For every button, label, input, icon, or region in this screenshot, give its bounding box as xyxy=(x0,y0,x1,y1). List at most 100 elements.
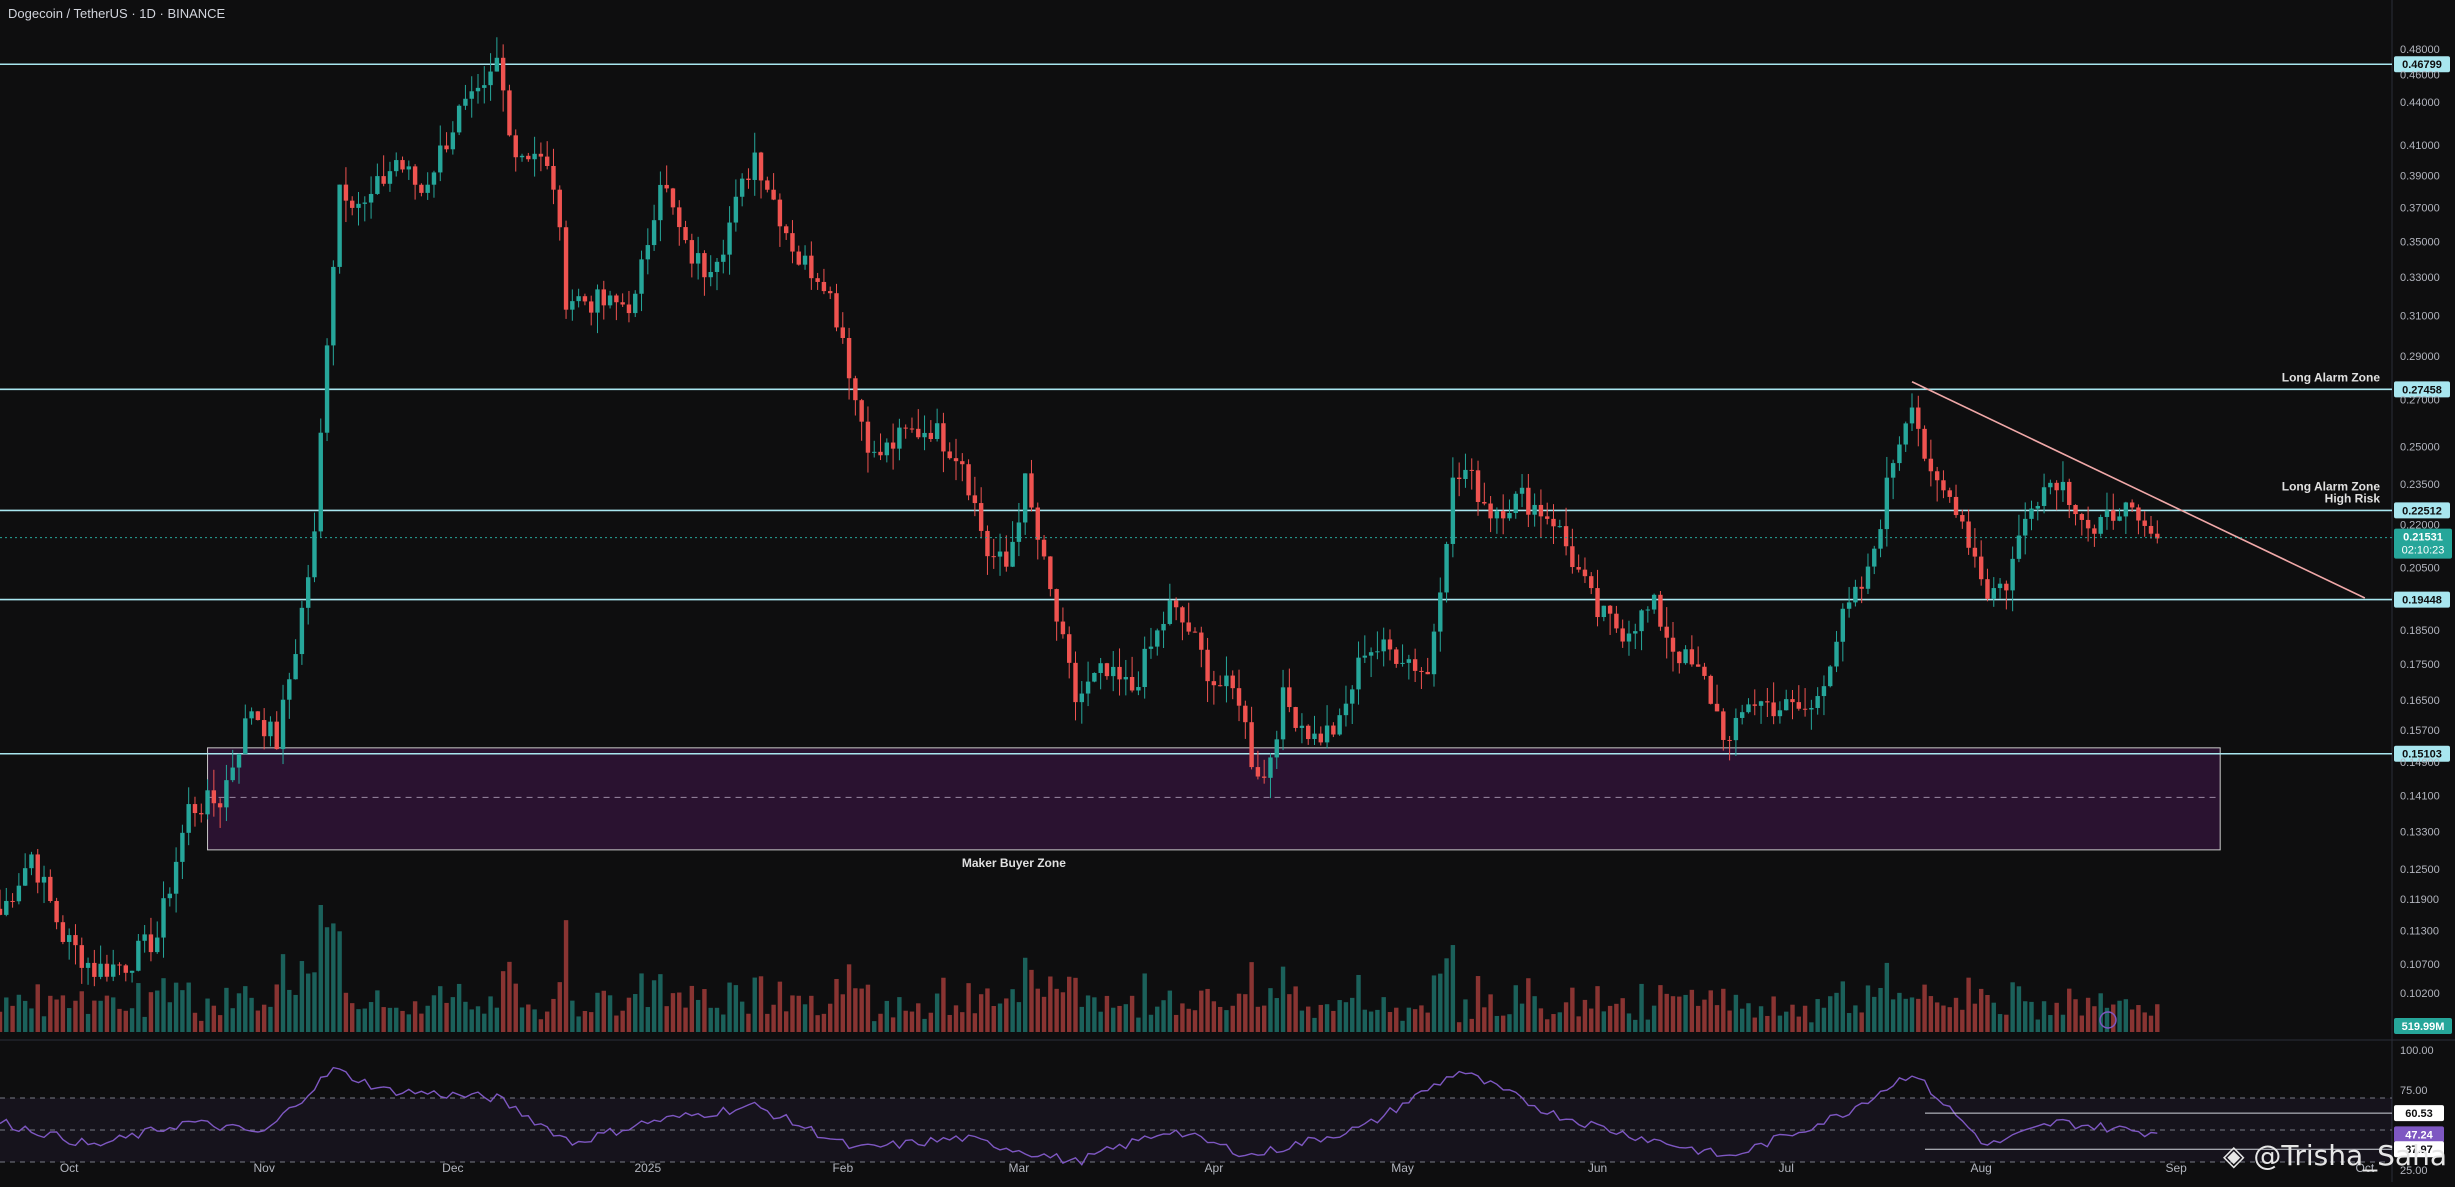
time-axis-tick: Dec xyxy=(442,1161,463,1175)
volume-bar xyxy=(92,1000,97,1032)
volume-bar xyxy=(1664,993,1669,1032)
candle-body xyxy=(1048,556,1053,590)
volume-bar xyxy=(1085,995,1091,1032)
volume-bar xyxy=(2073,999,2078,1032)
candle-body xyxy=(1677,651,1682,664)
volume-bar xyxy=(224,987,229,1032)
candle-body xyxy=(821,281,827,292)
candle-body xyxy=(1532,504,1537,515)
volume-bar xyxy=(1224,1010,1229,1032)
volume-bar xyxy=(897,997,902,1032)
volume-bar xyxy=(872,1021,877,1032)
candle-body xyxy=(136,940,141,971)
volume-bar xyxy=(1589,1008,1594,1032)
candle-body xyxy=(1123,676,1129,680)
volume-bar xyxy=(1721,988,1726,1032)
candle-body xyxy=(475,87,481,92)
volume-bar xyxy=(463,1001,468,1032)
candle-body xyxy=(1708,675,1713,704)
volume-bar xyxy=(878,1013,883,1032)
candle-body xyxy=(1884,477,1890,530)
candle-body xyxy=(834,293,839,328)
candle-body xyxy=(1834,641,1839,667)
candle-body xyxy=(1016,522,1022,542)
candle-body xyxy=(2041,487,2047,506)
volume-bar xyxy=(1167,990,1173,1032)
volume-bar xyxy=(1601,1011,1607,1032)
rsi-value-badge xyxy=(2394,1105,2444,1122)
candle-body xyxy=(595,289,600,313)
candle-body xyxy=(1746,704,1751,713)
volume-bar xyxy=(230,1008,235,1032)
candle-body xyxy=(1236,688,1242,706)
volume-bar xyxy=(1331,1010,1336,1032)
volume-bar xyxy=(2010,982,2015,1032)
price-axis-tick: 0.10700 xyxy=(2400,959,2440,971)
volume-bar xyxy=(1614,1003,1619,1032)
volume-bar xyxy=(1557,1012,1562,1032)
volume-bar xyxy=(1834,992,1839,1032)
volume-bar xyxy=(1293,986,1298,1032)
candle-body xyxy=(255,711,261,721)
volume-bar xyxy=(1456,1022,1462,1032)
candle-body xyxy=(79,945,84,968)
volume-bar xyxy=(1243,994,1248,1032)
candle-body xyxy=(1784,699,1789,711)
candle-body xyxy=(199,813,204,815)
volume-bar xyxy=(607,995,613,1032)
candle-body xyxy=(2117,516,2122,521)
volume-bar xyxy=(500,971,506,1032)
chart-header-title: Dogecoin / TetherUS · 1D · BINANCE xyxy=(8,6,226,21)
volume-bar xyxy=(475,1006,481,1032)
volume-bar xyxy=(1714,1005,1720,1032)
candle-body xyxy=(1274,739,1279,758)
candle-body xyxy=(846,337,852,379)
candle-body xyxy=(2016,535,2022,559)
volume-bar xyxy=(1035,988,1040,1032)
rsi-axis-tick: 75.00 xyxy=(2400,1085,2428,1097)
volume-bar xyxy=(488,996,493,1032)
candle-body xyxy=(1161,623,1166,631)
volume-bar xyxy=(324,927,330,1032)
volume-bar xyxy=(2060,1014,2066,1032)
volume-bar xyxy=(1840,981,1846,1032)
volume-bar xyxy=(1758,1006,1764,1032)
volume-bar xyxy=(589,1012,594,1032)
candle-body xyxy=(1790,699,1795,703)
time-axis-tick: Nov xyxy=(253,1161,274,1175)
price-axis-tick: 0.13300 xyxy=(2400,826,2440,838)
time-axis-tick: May xyxy=(1391,1161,1414,1175)
candle-body xyxy=(714,261,720,272)
candle-body xyxy=(463,98,468,106)
candle-body xyxy=(607,295,613,306)
candle-body xyxy=(1714,703,1720,712)
candle-body xyxy=(1859,586,1864,589)
volume-bar xyxy=(840,994,845,1032)
candle-body xyxy=(1985,579,1990,599)
volume-bar xyxy=(1287,994,1292,1032)
volume-bar xyxy=(1318,1004,1323,1032)
candle-body xyxy=(1828,666,1833,687)
volume-bar xyxy=(1261,1005,1267,1032)
volume-bar xyxy=(909,1011,915,1032)
candle-body xyxy=(1903,423,1908,445)
volume-bar xyxy=(1048,976,1053,1032)
candle-body xyxy=(2092,528,2097,534)
volume-bar xyxy=(1199,990,1204,1032)
volume-bar xyxy=(0,1011,3,1032)
candle-body xyxy=(947,451,952,459)
flash-icon[interactable] xyxy=(2099,1011,2117,1029)
price-axis-tick: 0.11900 xyxy=(2400,894,2439,906)
candle-body xyxy=(2073,505,2078,515)
candle-body xyxy=(66,935,72,942)
candle-body xyxy=(721,254,726,262)
candle-body xyxy=(1538,504,1544,517)
volume-bar xyxy=(708,1007,713,1032)
price-axis-tick: 0.41000 xyxy=(2400,140,2440,152)
candle-body xyxy=(2010,558,2015,591)
candle-body xyxy=(73,935,78,946)
candle-body xyxy=(1890,463,1896,478)
